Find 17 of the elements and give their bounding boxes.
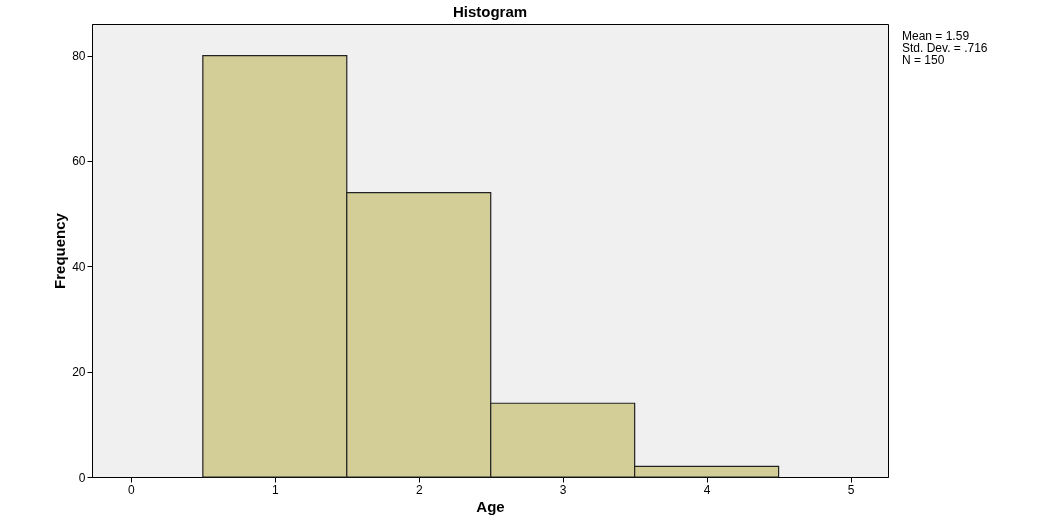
x-tick-label: 5 (847, 482, 855, 497)
x-tick-label: 4 (703, 482, 711, 497)
x-tick-label: 1 (271, 482, 279, 497)
y-tick-label: 40 (72, 259, 86, 274)
x-tick-label: 2 (415, 482, 423, 497)
text: N = 150 (902, 53, 946, 67)
y-tick-label: 80 (72, 49, 86, 64)
y-axis-title: Frequency (51, 212, 69, 289)
y-tick-label: 20 (72, 365, 86, 380)
text: Std. Dev. = .716 (902, 41, 988, 55)
x-tick-label: 3 (559, 482, 567, 497)
text: Mean = 1.59 (902, 29, 971, 43)
y-tick-label: 0 (78, 470, 86, 485)
chart-title: Histogram (452, 3, 528, 20)
y-tick-label: 60 (72, 154, 86, 169)
x-tick-label: 0 (128, 482, 136, 497)
x-axis-title: Age (476, 497, 505, 515)
